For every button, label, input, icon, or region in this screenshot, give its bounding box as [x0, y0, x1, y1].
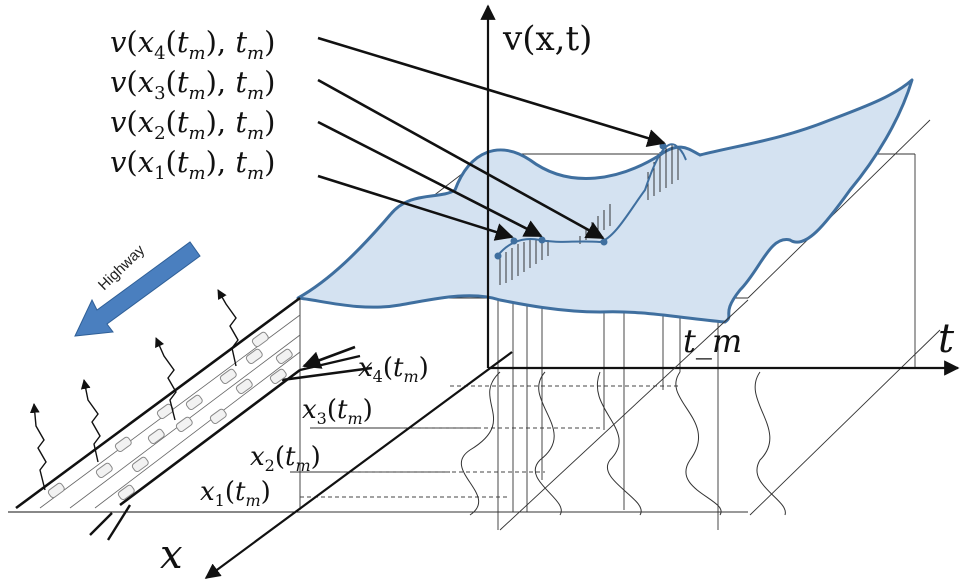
ramp-arrow: [302, 345, 356, 369]
vehicle: [219, 368, 237, 385]
sample-point-3: [538, 236, 546, 244]
trajectory-lines: [461, 371, 786, 516]
dashed-position-lines: [300, 385, 680, 498]
vehicle: [275, 348, 293, 365]
svg-text:v(x1(tm), tm): v(x1(tm), tm): [110, 145, 275, 184]
v-axis-label: v(x,t): [502, 19, 592, 59]
svg-text:x2(tm): x2(tm): [250, 442, 321, 475]
vehicle: [117, 484, 135, 501]
svg-text:v(x2(tm), tm): v(x2(tm), tm): [110, 105, 275, 144]
position-label-x1: x1(tm): [200, 477, 271, 510]
vehicle: [269, 368, 287, 385]
position-label-x3: x3(tm): [302, 395, 373, 428]
vehicle: [245, 348, 263, 365]
vehicle: [185, 394, 203, 411]
sample-point-1: [494, 252, 502, 260]
vehicle: [114, 436, 132, 453]
road-tick-2: [106, 504, 132, 541]
velocity-surface: [296, 78, 914, 324]
signal-antenna: [80, 379, 101, 463]
road-edge-right: [119, 368, 301, 507]
svg-text:x1(tm): x1(tm): [200, 477, 271, 510]
base-diagonal: [499, 299, 749, 531]
callout-arrow-v4: [317, 36, 666, 147]
vehicle: [209, 408, 227, 425]
highway-arrow-icon: [74, 241, 201, 337]
callout-v3: v(x3(tm), tm): [110, 65, 275, 104]
signal-antennas: [29, 289, 239, 491]
svg-text:x3(tm): x3(tm): [302, 395, 373, 428]
t-axis-label: t: [938, 316, 955, 362]
vehicle: [235, 378, 253, 395]
exit-ramp-lower: [281, 366, 373, 382]
x-axis-label: x: [160, 532, 183, 578]
vehicle: [47, 482, 65, 499]
callout-arrow-v3: [317, 78, 605, 240]
callout-arrows: [317, 36, 666, 241]
svg-text:v(x4(tm), tm): v(x4(tm), tm): [110, 25, 275, 64]
vehicle: [131, 456, 149, 473]
x-axis-line: [204, 351, 513, 579]
vehicle: [175, 416, 193, 433]
vehicle: [147, 428, 165, 445]
callout-v4: v(x4(tm), tm): [110, 25, 275, 64]
callout-arrow-v2: [317, 120, 543, 238]
vehicles: [47, 331, 293, 501]
signal-antenna: [29, 403, 47, 491]
callout-arrow-v1: [317, 174, 514, 241]
signal-antenna: [155, 337, 177, 421]
sample-point-4: [600, 238, 608, 246]
sample-point-2: [510, 237, 518, 245]
t-marker-label: t_m: [683, 322, 742, 360]
signal-antenna: [217, 289, 239, 367]
cross-section-curve: [495, 143, 687, 259]
road-lane-3: [94, 351, 301, 509]
svg-text:v(x3(tm), tm): v(x3(tm), tm): [110, 65, 275, 104]
callout-v2: v(x2(tm), tm): [110, 105, 275, 144]
callout-v1: v(x1(tm), tm): [110, 145, 275, 184]
road-edge-left: [15, 296, 301, 510]
road-tick-1: [89, 512, 113, 536]
position-label-x2: x2(tm): [250, 442, 321, 475]
vehicle: [95, 462, 113, 479]
vehicle: [251, 331, 269, 348]
highway-direction: Highway: [74, 241, 201, 337]
